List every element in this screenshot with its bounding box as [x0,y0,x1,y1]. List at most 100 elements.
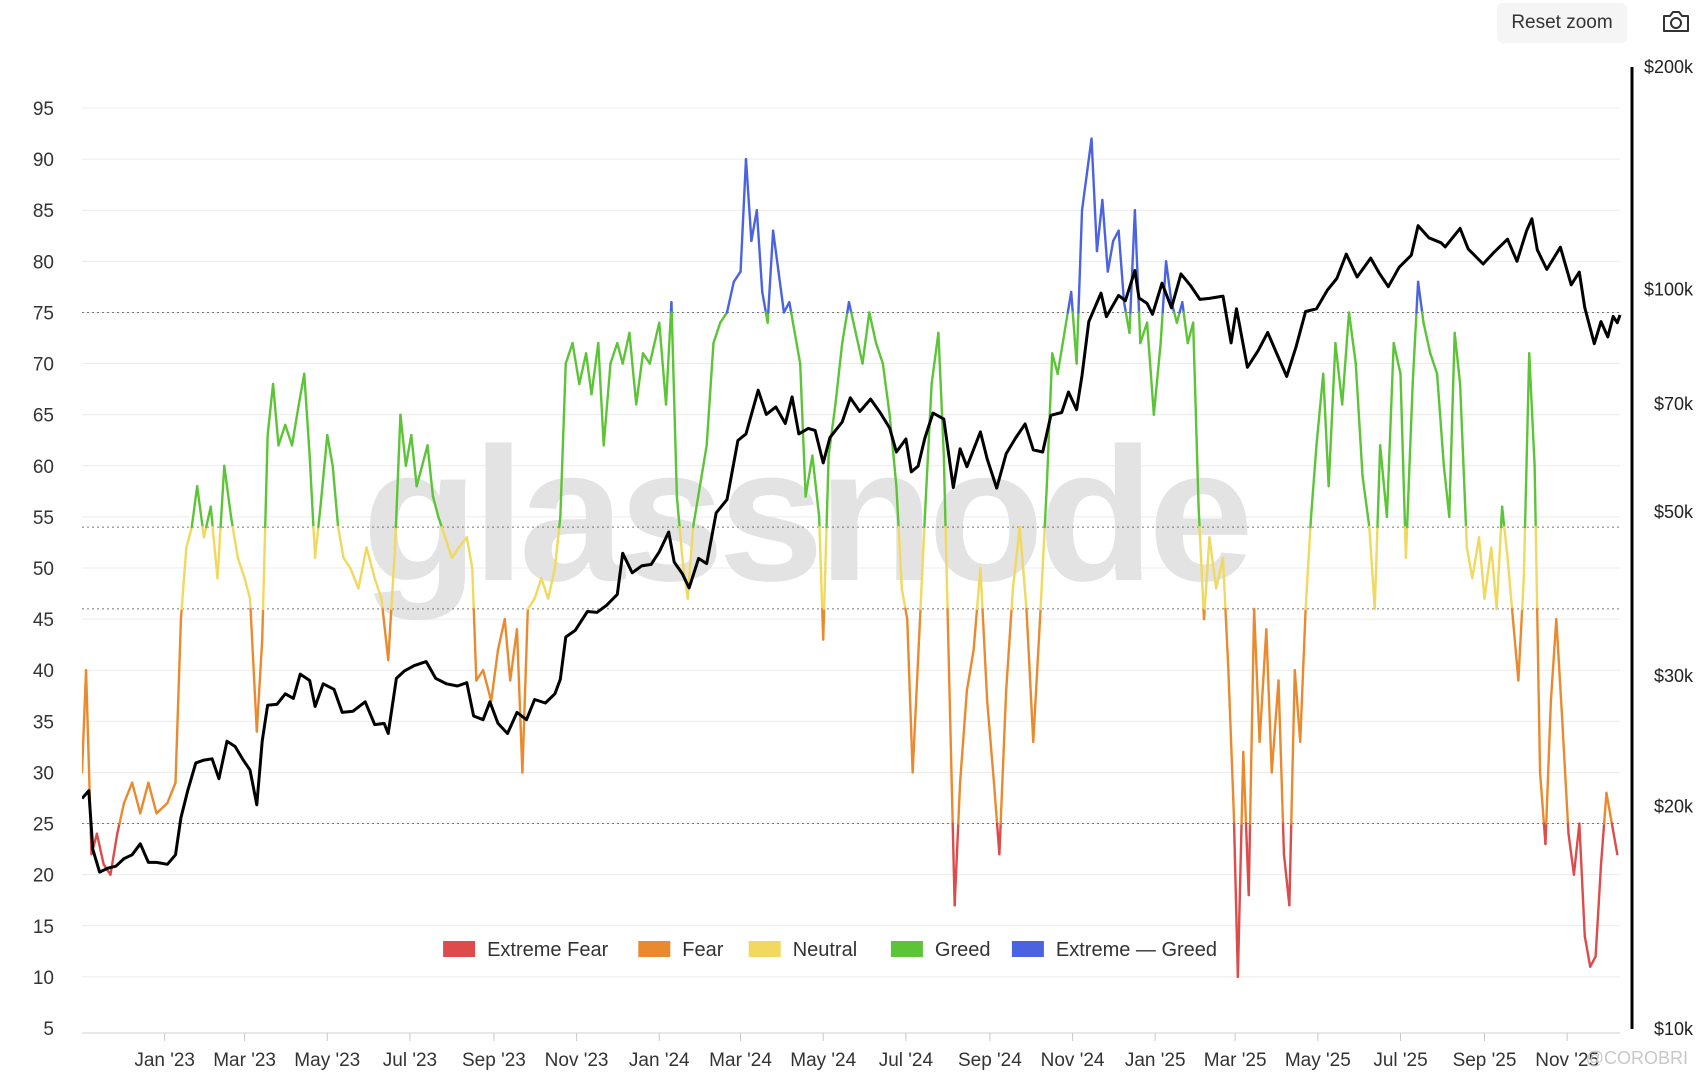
extreme-greed-segment [1117,229,1126,304]
fear-segment [1535,607,1542,774]
extreme-fear-segment [1599,822,1606,866]
y-tick-label: 45 [33,610,54,631]
greed-segment [789,311,796,335]
greed-segment [1191,321,1200,508]
neutral-segment [1011,525,1021,590]
neutral-segment [1203,536,1211,611]
legend-item[interactable]: Extreme — Greed [1011,939,1217,961]
greed-segment [223,464,233,519]
neutral-segment [248,597,252,611]
neutral-segment [1495,525,1503,611]
extreme-greed-segment [1181,301,1185,314]
fear-segment [1224,607,1230,672]
fear-segment [904,607,909,621]
greed-segment [766,311,770,324]
right-tick-label: $200k [1644,57,1694,77]
fear-segment [174,617,183,784]
fear-segment [1038,607,1042,621]
fear-segment [118,801,126,825]
legend-item[interactable]: Neutral [748,939,857,961]
neutral-segment [393,525,398,549]
x-tick-label: Mar '25 [1204,1050,1267,1071]
fear-segment [122,781,134,805]
greed-segment [942,454,947,529]
greed-segment [834,341,844,406]
legend-item[interactable]: Extreme Fear [443,939,609,961]
greed-segment [675,495,681,529]
neutral-segment [1465,546,1474,580]
neutral-segment [457,536,469,549]
extreme-fear-segment [1572,822,1581,876]
fear-segment [147,781,158,815]
greed-segment [861,311,871,365]
greed-segment [209,505,214,529]
fear-segment [1605,791,1614,825]
extreme-greed-segment [1122,301,1128,314]
greed-segment [888,413,898,488]
extreme-fear-segment [1610,822,1619,856]
fear-segment [261,607,265,641]
greed-segment [621,331,631,365]
camera-icon[interactable] [1658,6,1694,40]
greed-segment [850,311,857,335]
greed-segment [571,341,581,386]
fear-segment [387,607,393,662]
greed-segment [1075,311,1080,365]
neutral-segment [1404,525,1409,559]
extreme-fear-segment [95,832,105,866]
greed-segment [195,485,204,529]
extreme-fear-segment [1232,822,1240,979]
fear-segment [1555,617,1563,713]
fear-segment [521,607,530,774]
greed-segment [597,341,605,447]
grid-lines [82,107,1620,978]
fear-segment [255,638,264,733]
extreme-fear-segment [1281,822,1286,856]
fear-segment [946,607,951,682]
greed-segment [404,433,413,467]
legend-item[interactable]: Fear [638,939,724,961]
greed-segment [635,352,645,406]
greed-segment [394,413,402,529]
legend-swatch [638,941,671,957]
extreme-fear-segment [1288,822,1293,907]
extreme-fear-segment [1583,934,1592,968]
right-tick-label: $50k [1654,502,1694,522]
fear-segment [1202,607,1206,621]
credit-text: @COROBRI [1586,1048,1688,1068]
x-tick-label: May '24 [790,1050,856,1071]
greed-segment [609,341,619,365]
greed-segment [1182,311,1189,345]
x-tick-label: Nov '25 [1535,1050,1599,1071]
fear-segment [1290,669,1296,825]
right-tick-label: $10k [1654,1019,1694,1039]
x-axis: Jan '23 Mar '23 May '23 Jul '23 Sep '23 Nov '… [82,1032,1620,1071]
neutral-segment [900,587,907,611]
fear-segment [958,689,969,784]
greed-segment [670,311,679,498]
x-tick-label: Jan '23 [134,1050,195,1071]
greed-segment [712,321,722,345]
neutral-segment [202,525,208,539]
x-tick-label: Mar '23 [213,1050,276,1071]
neutral-segment [185,525,193,549]
x-tick-label: Nov '24 [1041,1050,1105,1071]
legend-swatch [443,941,476,957]
fear-segment [475,669,485,682]
fear-segment [972,607,979,651]
neutral-segment [365,546,376,580]
greed-segment [1392,341,1402,375]
y-tick-label: 70 [33,355,54,376]
greed-segment [1405,382,1414,529]
greed-segment [1128,311,1132,335]
greed-segment [1458,382,1468,529]
neutral-segment [440,525,447,539]
greed-segment [1420,311,1425,324]
legend-label: Fear [682,939,723,961]
reset-zoom-button[interactable]: Reset zoom [1497,3,1627,43]
greed-segment [1435,372,1446,467]
neutral-segment [1471,536,1481,580]
neutral-segment [897,525,904,590]
legend-item[interactable]: Greed [890,939,991,961]
